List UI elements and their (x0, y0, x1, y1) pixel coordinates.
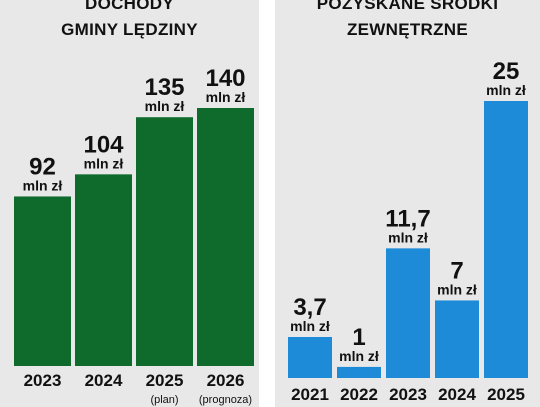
unit-label-2025: mln zł (486, 82, 526, 98)
category-note-2025: (plan) (150, 394, 178, 406)
bar-2024 (435, 300, 479, 378)
value-label-2025: 25 (493, 58, 520, 85)
bar-2022 (337, 366, 381, 378)
external-funds-title-line-1: POZYSKANE ŚRODKI (316, 0, 499, 13)
bar-2024 (75, 174, 132, 366)
category-label-2024: 2024 (85, 371, 123, 390)
bar-2023 (386, 248, 430, 378)
value-label-2024: 7 (450, 257, 463, 284)
unit-label-2023: mln zł (23, 177, 63, 193)
category-label-2022: 2022 (340, 385, 378, 404)
bar-2026 (197, 108, 254, 366)
income-title-line-2: GMINY LĘDZINY (61, 20, 198, 39)
value-label-2022: 1 (352, 324, 365, 351)
value-label-2023: 92 (29, 153, 56, 180)
value-label-2026: 140 (205, 65, 245, 92)
value-label-2021: 3,7 (293, 294, 326, 321)
value-label-2025: 135 (144, 74, 184, 101)
category-label-2021: 2021 (291, 385, 329, 404)
category-label-2025: 2025 (487, 385, 525, 404)
bar-2025 (484, 101, 528, 378)
category-label-2024: 2024 (438, 385, 476, 404)
category-label-2023: 2023 (24, 371, 62, 390)
unit-label-2024: mln zł (437, 281, 477, 297)
bar-2021 (288, 337, 332, 378)
category-note-2026: (prognoza) (199, 394, 252, 406)
unit-label-2025: mln zł (145, 98, 185, 114)
unit-label-2024: mln zł (84, 155, 124, 171)
unit-label-2021: mln zł (290, 318, 330, 334)
external-funds-title-line-2: ZEWNĘTRZNE (346, 20, 469, 39)
bar-2023 (14, 196, 71, 366)
income-panel: DOCHODY GMINY LĘDZINY mln zł 92 2023 mln zł… (0, 0, 259, 407)
income-title-line-1: DOCHODY (85, 0, 174, 13)
external-funds-panel: POZYSKANE ŚRODKI ZEWNĘTRZNE mln zł 3,7 202… (275, 0, 540, 407)
value-label-2023: 11,7 (385, 205, 430, 232)
unit-label-2026: mln zł (206, 89, 246, 105)
unit-label-2022: mln zł (339, 348, 379, 364)
bar-2025 (136, 117, 193, 366)
category-label-2023: 2023 (389, 385, 427, 404)
value-label-2024: 104 (83, 131, 124, 158)
category-label-2026: 2026 (207, 371, 245, 390)
category-label-2025: 2025 (146, 371, 184, 390)
unit-label-2023: mln zł (388, 229, 428, 245)
